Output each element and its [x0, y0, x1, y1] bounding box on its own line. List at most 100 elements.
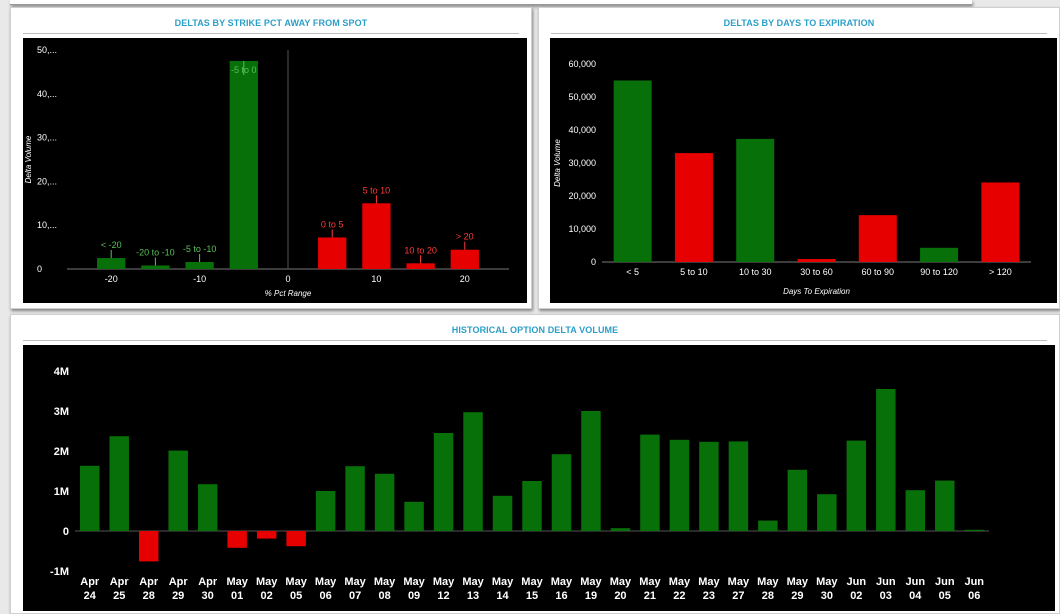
y-tick-label: 0 — [63, 526, 69, 538]
bar — [463, 412, 483, 531]
x-tick-day: 15 — [526, 590, 538, 602]
bar — [362, 203, 391, 269]
y-tick-label: 30,... — [37, 133, 57, 143]
x-tick-month: May — [728, 576, 750, 588]
y-axis-title: Delta Volume — [24, 135, 33, 183]
x-tick-day: 14 — [496, 590, 509, 602]
y-tick-label: 20,000 — [568, 191, 596, 201]
history-panel-title: HISTORICAL OPTION DELTA VOLUME — [23, 319, 1047, 341]
x-tick-month: May — [256, 576, 278, 588]
bar — [433, 433, 454, 531]
bar — [227, 531, 247, 548]
bar — [846, 440, 867, 531]
expiration-panel: DELTAS BY DAYS TO EXPIRATION 0 10,000 20,0… — [538, 7, 1060, 309]
x-tick-month: May — [580, 576, 602, 588]
x-tick-day: 22 — [673, 590, 685, 602]
bar — [141, 265, 170, 269]
bar — [185, 261, 214, 269]
bar — [964, 529, 984, 531]
expiration-chart: 0 10,000 20,000 30,000 40,000 50,000 60,000 < 5… — [553, 59, 1031, 296]
y-tick-label: 4M — [54, 366, 69, 378]
x-tick-day: 27 — [732, 590, 744, 602]
x-tick-day: 03 — [880, 590, 892, 602]
y-tick-label: 10,... — [37, 220, 57, 230]
x-tick-day: 05 — [939, 590, 951, 602]
bar — [817, 494, 837, 531]
x-tick-month: Jun — [876, 576, 896, 588]
x-axis-title: Days To Expiration — [783, 287, 850, 296]
x-tick-day: 28 — [143, 590, 155, 602]
bar — [858, 215, 897, 262]
x-tick-day: 05 — [290, 590, 302, 602]
x-tick-day: 16 — [555, 590, 567, 602]
bar — [80, 465, 100, 531]
bar — [935, 480, 955, 531]
y-axis-title: Delta Volume — [553, 139, 562, 187]
bar — [197, 484, 218, 531]
x-tick-day: 12 — [437, 590, 449, 602]
x-tick-day: 19 — [585, 590, 597, 602]
x-tick-day: 20 — [614, 590, 626, 602]
y-tick-label: 40,... — [37, 89, 57, 99]
strike-panel: DELTAS BY STRIKE PCT AWAY FROM SPOT 0 10,… — [10, 7, 532, 309]
y-tick-label: 40,000 — [568, 125, 596, 135]
y-tick-label: 0 — [591, 257, 596, 267]
y-tick-label: 30,000 — [568, 158, 596, 168]
y-tick-label: 1M — [54, 486, 69, 498]
x-tick-month: Apr — [198, 576, 218, 588]
x-tick-day: 02 — [850, 590, 862, 602]
x-tick-month: May — [433, 576, 455, 588]
bar — [522, 481, 542, 531]
x-tick-day: 30 — [821, 590, 833, 602]
x-tick-month: May — [226, 576, 248, 588]
x-tick-label: 10 to 30 — [739, 267, 772, 277]
bar — [669, 439, 690, 531]
bar — [138, 531, 159, 562]
bar — [797, 259, 836, 262]
expiration-panel-title: DELTAS BY DAYS TO EXPIRATION — [551, 12, 1047, 34]
x-tick-month: May — [492, 576, 514, 588]
bar — [551, 454, 572, 531]
x-tick-label: -10 — [193, 274, 206, 284]
x-tick-day: 30 — [202, 590, 214, 602]
x-tick-label: 10 — [371, 274, 381, 284]
bar — [674, 153, 713, 262]
x-tick-label: 5 to 10 — [680, 267, 708, 277]
x-tick-label: 60 to 90 — [862, 267, 895, 277]
x-tick-month: May — [698, 576, 720, 588]
bar — [256, 531, 277, 539]
bar — [109, 436, 129, 531]
x-tick-day: 21 — [644, 590, 656, 602]
x-tick-month: May — [639, 576, 661, 588]
bar — [610, 528, 631, 531]
data-label: -20 to -10 — [136, 247, 175, 257]
data-label: 10 to 20 — [404, 245, 437, 255]
y-tick-label: 50,... — [37, 45, 57, 55]
bar — [406, 263, 435, 269]
x-tick-month: Jun — [935, 576, 955, 588]
x-tick-day: 09 — [408, 590, 420, 602]
bar — [876, 389, 896, 531]
bar — [229, 60, 258, 270]
x-tick-label: 90 to 120 — [920, 267, 958, 277]
expiration-chart-area: 0 10,000 20,000 30,000 40,000 50,000 60,000 < 5… — [550, 38, 1057, 303]
x-tick-day: 29 — [791, 590, 803, 602]
data-label: < -20 — [101, 240, 122, 250]
bar — [920, 247, 959, 262]
y-tick-label: 50,000 — [568, 92, 596, 102]
bar — [286, 531, 306, 547]
x-tick-day: 07 — [349, 590, 361, 602]
x-tick-month: May — [462, 576, 484, 588]
y-tick-label: 60,000 — [568, 59, 596, 69]
strike-panel-title: DELTAS BY STRIKE PCT AWAY FROM SPOT — [23, 12, 519, 34]
x-tick-month: May — [551, 576, 573, 588]
data-label: 0 to 5 — [321, 219, 344, 229]
x-tick-day: 25 — [113, 590, 125, 602]
x-tick-day: 29 — [172, 590, 184, 602]
x-tick-month: Apr — [139, 576, 159, 588]
bar — [581, 411, 601, 531]
x-tick-day: 13 — [467, 590, 479, 602]
x-tick-label: < 5 — [626, 267, 639, 277]
x-tick-month: May — [521, 576, 543, 588]
x-tick-day: 06 — [319, 590, 331, 602]
